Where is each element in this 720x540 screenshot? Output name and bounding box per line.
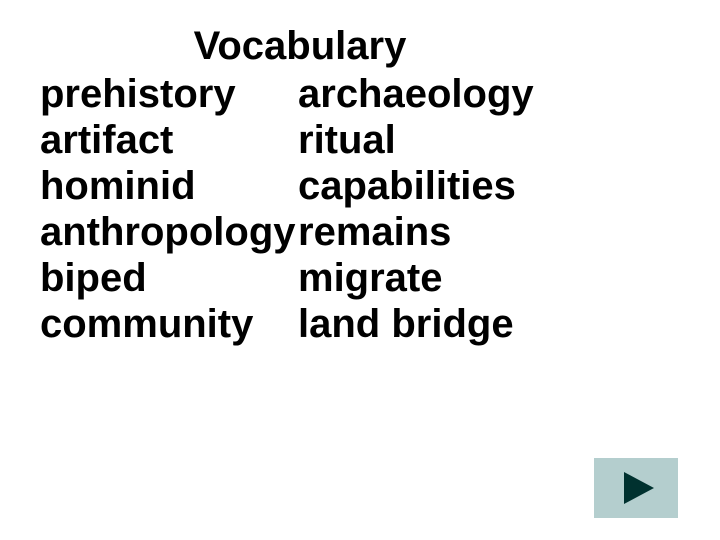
term-cell: ritual [298,117,534,163]
table-row: prehistory archaeology [40,71,534,117]
term-cell: prehistory [40,71,298,117]
term-cell: migrate [298,255,534,301]
table-row: artifact ritual [40,117,534,163]
table-row: anthropology remains [40,209,534,255]
term-cell: biped [40,255,298,301]
term-cell: hominid [40,163,298,209]
page-title: Vocabulary [40,24,560,69]
play-icon [624,472,654,504]
term-cell: artifact [40,117,298,163]
vocabulary-table: prehistory archaeology artifact ritual h… [40,71,534,347]
term-cell: capabilities [298,163,534,209]
slide-content: Vocabulary prehistory archaeology artifa… [0,0,720,347]
term-cell: remains [298,209,534,255]
table-row: biped migrate [40,255,534,301]
term-cell: anthropology [40,209,298,255]
term-cell: community [40,301,298,347]
table-row: community land bridge [40,301,534,347]
table-row: hominid capabilities [40,163,534,209]
term-cell: archaeology [298,71,534,117]
term-cell: land bridge [298,301,534,347]
next-slide-button[interactable] [594,458,678,518]
